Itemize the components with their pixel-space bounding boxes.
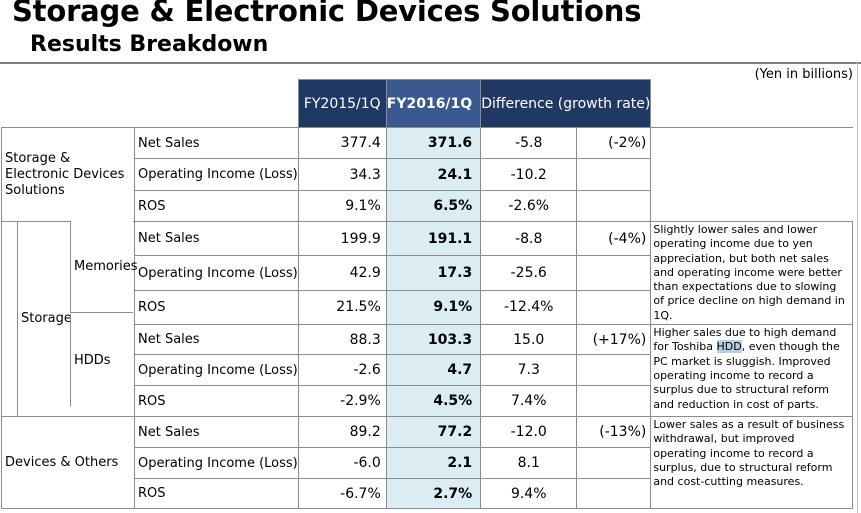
subsegment-hdds-label: HDDs [74, 352, 111, 368]
value-diff: 7.3 [480, 354, 578, 387]
value-prev: -6.7% [297, 478, 387, 510]
table-row: Operating Income (Loss) -2.6 4.7 7.3 [2, 354, 853, 387]
value-diff: -25.6 [480, 255, 578, 291]
value-prev: 199.9 [297, 220, 387, 257]
value-curr: 4.5% [385, 385, 482, 418]
value-rate [576, 385, 652, 418]
row-label: Net Sales [134, 220, 299, 257]
row-label: ROS [134, 478, 299, 510]
row-label: Net Sales [134, 127, 299, 159]
table-row: Storage & Electronic Devices Solutions N… [1, 127, 853, 222]
subsegment-memories-label: Memories [74, 259, 138, 274]
value-rate: (-4%) [576, 220, 652, 257]
value-rate: (+17%) [576, 324, 652, 356]
comment-hdds-highlight: HDD [716, 340, 742, 354]
table-row: ROS 21.5% 9.1% -12.4% [2, 289, 853, 326]
value-prev: -6.0 [297, 447, 387, 480]
results-table: FY2015/1Q FY2016/1Q Difference (growth r… [1, 79, 854, 510]
header-row: FY2015/1Q FY2016/1Q Difference (growth r… [1, 79, 853, 128]
value-diff: -8.8 [480, 220, 578, 257]
row-label: ROS [134, 190, 299, 222]
value-curr: 4.7 [385, 354, 482, 387]
value-rate [576, 478, 652, 510]
comment-hdds-text-end: , even though the PC market is sluggish.… [653, 340, 840, 411]
col-header-diff: Difference (growth rate) [480, 79, 652, 128]
header-blank [1, 79, 299, 128]
value-prev: 9.1% [297, 190, 387, 222]
value-rate: (-2%) [576, 127, 652, 159]
value-prev: 89.2 [297, 416, 387, 449]
value-rate [576, 190, 652, 222]
value-diff: -2.6% [480, 190, 578, 222]
value-curr: 2.7% [385, 478, 482, 510]
value-diff: 7.4% [480, 385, 578, 418]
value-diff: 15.0 [480, 324, 578, 356]
segment-storage-label: Storage [21, 311, 72, 327]
row-label: Operating Income (Loss) [134, 255, 299, 291]
value-diff: -10.2 [480, 158, 578, 191]
col-header-curr: FY2016/1Q [385, 79, 482, 128]
comment-memories: Slightly lower sales and lower operating… [650, 220, 854, 326]
row-label: ROS [134, 385, 299, 418]
value-diff: -5.8 [480, 127, 578, 159]
page-subtitle: Results Breakdown [30, 32, 269, 57]
value-prev: 21.5% [297, 289, 387, 326]
page-title: Storage & Electronic Devices Solutions [12, 0, 642, 28]
value-prev: -2.6 [297, 354, 387, 387]
value-prev: 88.3 [297, 324, 387, 356]
value-curr: 191.1 [385, 220, 482, 257]
right-border [857, 62, 858, 513]
subsegment-hdds: HDDs [70, 314, 133, 406]
value-rate [576, 354, 652, 387]
table-row: ROS -2.9% 4.5% 7.4% [2, 385, 853, 418]
value-diff: -12.0 [480, 416, 578, 449]
value-curr: 77.2 [385, 416, 482, 449]
table-row: Devices & Others Net Sales 89.2 77.2 -12… [1, 416, 854, 510]
value-diff: -12.4% [480, 289, 578, 326]
comment-hdds: Higher sales due to high demand for Tosh… [650, 324, 854, 418]
value-prev: 377.4 [297, 127, 387, 159]
value-diff: 9.4% [480, 478, 578, 510]
value-prev: -2.9% [297, 385, 387, 418]
table-row: Operating Income (Loss) -6.0 2.1 8.1 [2, 447, 853, 480]
value-curr: 17.3 [385, 255, 482, 291]
value-rate [576, 447, 652, 480]
value-curr: 6.5% [385, 190, 482, 222]
row-label: ROS [134, 289, 299, 326]
col-header-prev: FY2015/1Q [297, 79, 387, 128]
subsegment-memories: Memories [70, 221, 138, 313]
value-rate: (-13%) [576, 416, 652, 449]
comment-blank [650, 127, 853, 222]
value-rate [576, 158, 652, 191]
value-curr: 2.1 [385, 447, 482, 480]
value-prev: 42.9 [297, 255, 387, 291]
row-label: Operating Income (Loss) [134, 447, 299, 480]
row-label: Net Sales [134, 416, 299, 449]
segment-sed: Storage & Electronic Devices Solutions [1, 127, 135, 222]
value-rate [576, 255, 652, 291]
value-curr: 9.1% [385, 289, 482, 326]
value-prev: 34.3 [297, 158, 387, 191]
value-diff: 8.1 [480, 447, 578, 480]
comment-hdds-text: Higher sales due to high demand for Tosh… [653, 326, 837, 354]
row-label: Net Sales [134, 324, 299, 356]
value-curr: 103.3 [385, 324, 482, 356]
value-curr: 24.1 [385, 158, 482, 191]
row-label: Operating Income (Loss) [134, 354, 299, 387]
title-divider [0, 62, 861, 64]
header-blank-right [650, 79, 853, 128]
table-row: ROS -6.7% 2.7% 9.4% [2, 478, 853, 510]
unit-note: (Yen in billions) [754, 67, 853, 82]
value-curr: 371.6 [385, 127, 482, 159]
row-label: Operating Income (Loss) [134, 158, 299, 191]
segment-devices: Devices & Others [1, 416, 135, 510]
table-row: Operating Income (Loss) 42.9 17.3 -25.6 [2, 255, 853, 291]
comment-devices: Lower sales as a result of business with… [650, 416, 854, 510]
value-rate [576, 289, 652, 326]
storage-indent [1, 220, 18, 417]
